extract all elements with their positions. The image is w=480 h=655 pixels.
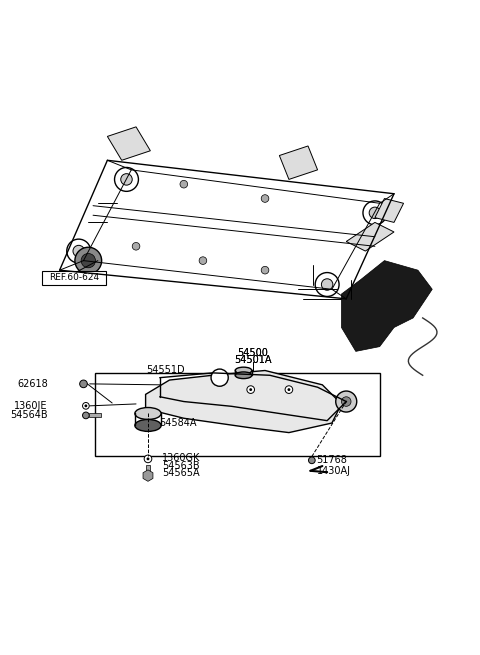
Text: 1360JE: 1360JE — [14, 401, 48, 411]
Circle shape — [73, 246, 84, 257]
Text: 54564B: 54564B — [10, 411, 48, 421]
Polygon shape — [279, 146, 318, 179]
FancyBboxPatch shape — [42, 271, 106, 284]
Circle shape — [75, 247, 102, 274]
Circle shape — [83, 412, 89, 419]
Circle shape — [247, 386, 254, 394]
Text: 54565A: 54565A — [162, 468, 200, 478]
Circle shape — [288, 388, 290, 391]
Text: 54501A: 54501A — [234, 354, 272, 364]
Polygon shape — [341, 261, 432, 351]
Circle shape — [261, 195, 269, 202]
Ellipse shape — [235, 367, 252, 374]
Circle shape — [83, 403, 89, 409]
Circle shape — [309, 457, 315, 464]
Circle shape — [81, 253, 96, 268]
Text: 62618: 62618 — [17, 379, 48, 389]
Polygon shape — [145, 371, 341, 432]
Text: 1360GK: 1360GK — [162, 453, 201, 463]
Ellipse shape — [235, 372, 252, 379]
Circle shape — [121, 174, 132, 185]
Text: 1430AJ: 1430AJ — [317, 466, 350, 476]
Circle shape — [211, 369, 228, 386]
Ellipse shape — [135, 407, 161, 419]
Text: 54551D: 54551D — [146, 365, 185, 375]
Circle shape — [369, 207, 381, 219]
Circle shape — [132, 242, 140, 250]
Text: 54501A: 54501A — [234, 354, 272, 364]
Text: 54500: 54500 — [238, 348, 268, 358]
Circle shape — [80, 380, 87, 388]
Bar — [145, 465, 150, 477]
Circle shape — [261, 267, 269, 274]
Circle shape — [322, 279, 333, 290]
Text: 54584A: 54584A — [159, 418, 196, 428]
Circle shape — [146, 457, 149, 460]
Circle shape — [341, 397, 351, 406]
Polygon shape — [375, 198, 404, 223]
Polygon shape — [346, 223, 394, 251]
Circle shape — [249, 388, 252, 391]
Bar — [89, 413, 101, 417]
Circle shape — [199, 257, 207, 265]
Circle shape — [144, 455, 152, 462]
Bar — [96, 373, 380, 457]
Text: 51768: 51768 — [317, 455, 348, 465]
Text: REF.60-624: REF.60-624 — [49, 273, 99, 282]
Ellipse shape — [135, 419, 161, 432]
Circle shape — [285, 386, 293, 394]
Circle shape — [180, 180, 188, 188]
Polygon shape — [108, 127, 150, 160]
Circle shape — [336, 391, 357, 412]
Circle shape — [84, 404, 87, 407]
Text: 54500: 54500 — [238, 348, 268, 358]
Text: 54563B: 54563B — [162, 460, 200, 470]
